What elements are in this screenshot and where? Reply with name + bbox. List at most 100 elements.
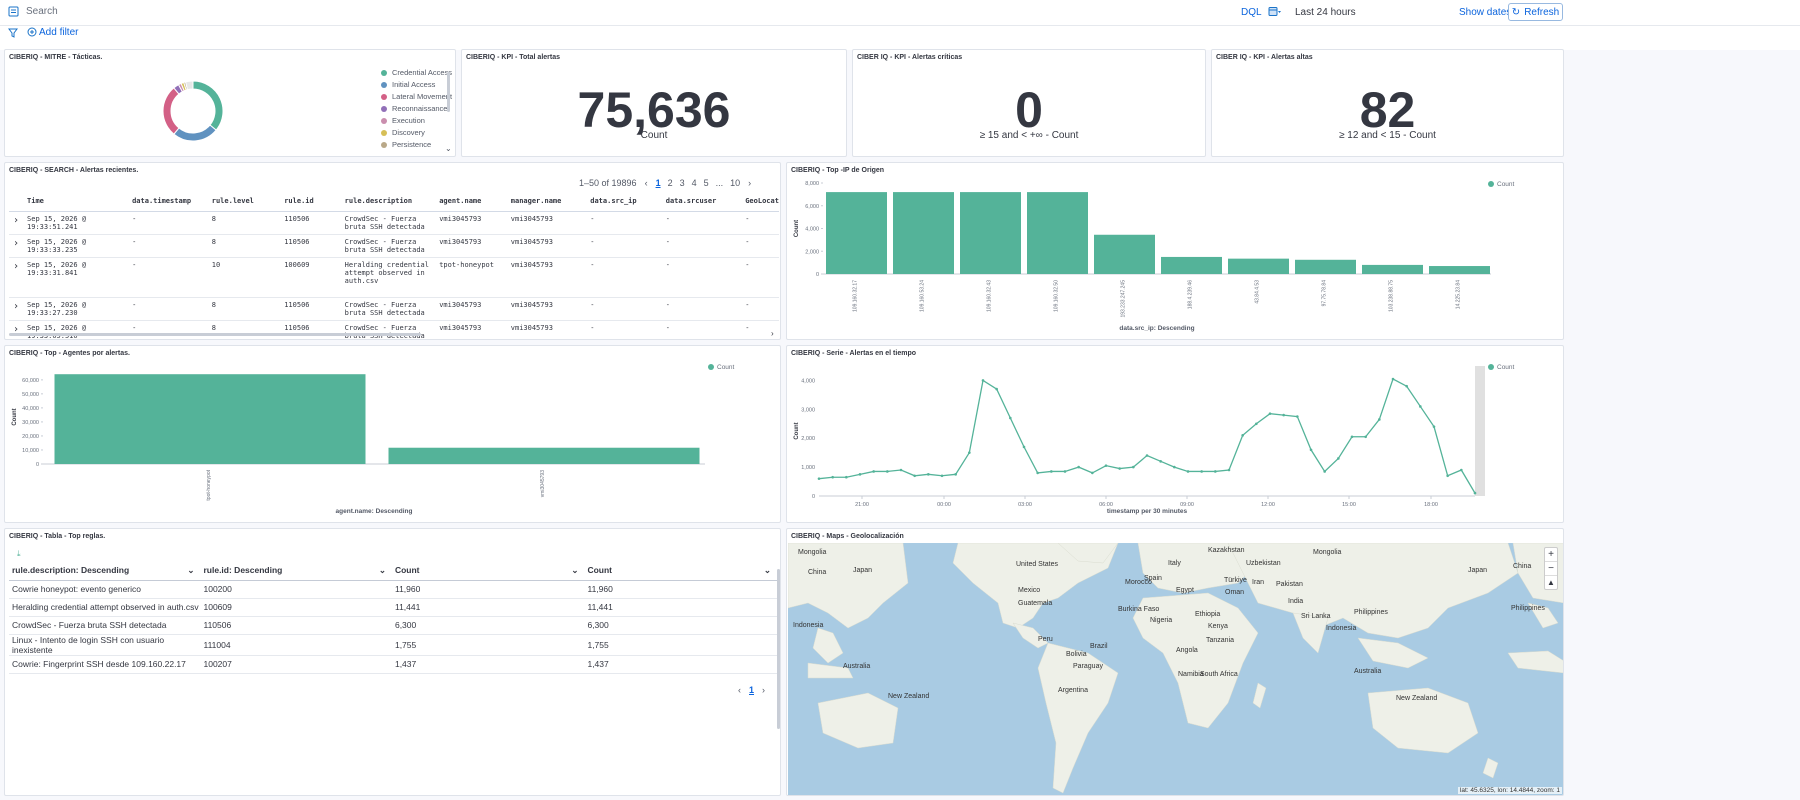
- expand-row-icon[interactable]: ›: [9, 211, 24, 235]
- column-header[interactable]: data.srcuser: [661, 191, 742, 212]
- download-icon[interactable]: ⤓: [17, 549, 21, 558]
- legend-item[interactable]: Discovery: [381, 128, 425, 137]
- table-row[interactable]: › Sep 15, 2026 @ 19:33:27.230-8 110506 Crow…: [9, 297, 779, 321]
- expand-row-icon[interactable]: ›: [9, 257, 24, 298]
- table-row[interactable]: ›Sep 15, 2026 @ 19:33:05.510-8110506Crow…: [9, 320, 779, 339]
- refresh-button[interactable]: ↻ Refresh: [1508, 3, 1563, 21]
- column-header[interactable]: Time: [23, 191, 129, 212]
- saved-query-icon[interactable]: [8, 6, 19, 20]
- vertical-scrollbar[interactable]: [777, 569, 780, 729]
- time-range-label[interactable]: Last 24 hours: [1295, 7, 1356, 18]
- map-country-label: Angola: [1176, 647, 1198, 654]
- column-header[interactable]: manager.name: [506, 191, 587, 212]
- column-header[interactable]: rule.id: Descending ⌄: [200, 562, 392, 581]
- query-language-button[interactable]: DQL: [1241, 7, 1262, 18]
- column-header[interactable]: Count ⌄: [584, 562, 777, 581]
- table-row[interactable]: › Sep 15, 2026 @ 19:33:33.235-8 110506 Crow…: [9, 234, 779, 258]
- table-cell: CrowdSec - Fuerza bruta SSH detectada: [340, 320, 436, 339]
- table-cell: vmi3045793: [435, 320, 507, 339]
- chevron-right-icon[interactable]: ›: [748, 178, 752, 188]
- legend-item[interactable]: Lateral Movement: [381, 92, 452, 101]
- series-line: [818, 378, 1476, 494]
- legend-item[interactable]: Reconnaissance: [381, 104, 447, 113]
- sort-chevron-icon[interactable]: ⌄: [763, 565, 771, 576]
- page-link[interactable]: 4: [691, 178, 697, 188]
- metric-value: 75,636: [577, 82, 731, 138]
- table-cell: 8: [207, 320, 281, 339]
- chevron-down-icon[interactable]: ⌄: [445, 144, 452, 153]
- page-link[interactable]: ...: [715, 178, 724, 188]
- table-cell: 11,441: [584, 598, 777, 617]
- x-tick-label: 00:00: [937, 502, 951, 508]
- sort-chevron-icon[interactable]: ⌄: [378, 565, 386, 576]
- add-icon[interactable]: [27, 27, 37, 40]
- bar: [54, 374, 366, 464]
- column-header[interactable]: data.timestamp: [128, 191, 208, 212]
- table-cell: CrowdSec - Fuerza bruta SSH detectada: [340, 297, 436, 321]
- column-header[interactable]: rule.level: [207, 191, 281, 212]
- horizontal-scrollbar[interactable]: [9, 333, 421, 336]
- donut-slice: [173, 124, 217, 142]
- table-cell: -: [586, 234, 662, 258]
- compass-icon[interactable]: ▲: [1545, 575, 1557, 589]
- scroll-right-icon[interactable]: ›: [771, 329, 774, 338]
- map-country-label: Nigeria: [1150, 617, 1173, 624]
- map-country-label: Ethiopia: [1195, 611, 1221, 618]
- map-country-label: Brazil: [1090, 643, 1108, 650]
- page-link[interactable]: 1: [655, 178, 661, 188]
- legend-color-dot: [381, 117, 387, 124]
- chevron-left-icon[interactable]: ‹: [738, 685, 741, 695]
- table-row[interactable]: › Sep 15, 2026 @ 19:33:51.241-8 110506 Crow…: [9, 211, 779, 235]
- data-point: [1173, 465, 1176, 469]
- legend-item[interactable]: Persistence: [381, 140, 431, 149]
- data-point: [899, 468, 903, 472]
- page-link[interactable]: 5: [703, 178, 709, 188]
- bar: [960, 192, 1021, 274]
- data-point: [886, 470, 889, 473]
- x-tick-label: 109.160.32.50: [1054, 280, 1060, 312]
- zoom-in-button[interactable]: +: [1548, 549, 1554, 560]
- show-dates-link[interactable]: Show dates: [1459, 7, 1512, 18]
- map-country-label: Sri Lanka: [1301, 613, 1331, 620]
- expand-row-icon[interactable]: ›: [9, 234, 24, 258]
- pagination-range: 1–50 of 19896: [579, 178, 637, 188]
- page-link[interactable]: 1: [749, 685, 755, 695]
- refresh-label: Refresh: [1524, 6, 1560, 18]
- table-cell: -: [128, 234, 208, 258]
- legend-item[interactable]: Credential Access: [381, 68, 452, 77]
- legend-item[interactable]: Execution: [381, 116, 425, 125]
- column-header[interactable]: agent.name: [435, 191, 507, 212]
- table-row[interactable]: › Sep 15, 2026 @ 19:33:31.841-10 100609 Her…: [9, 257, 779, 298]
- data-point: [872, 470, 875, 473]
- chevron-right-icon[interactable]: ›: [762, 685, 766, 695]
- expand-row-icon[interactable]: ›: [9, 297, 24, 321]
- legend-scrollbar[interactable]: [447, 72, 450, 112]
- add-filter-link[interactable]: Add filter: [39, 27, 79, 38]
- legend-item[interactable]: Initial Access: [381, 80, 435, 89]
- column-header[interactable]: rule.description: Descending ⌄: [9, 562, 201, 581]
- world-map[interactable]: Mongolia Japan China Kazakhstan United State…: [788, 543, 1563, 795]
- column-header[interactable]: Count ⌄: [391, 562, 585, 581]
- data-point: [954, 473, 957, 476]
- column-header[interactable]: rule.id: [280, 191, 341, 212]
- column-header[interactable]: GeoLocat: [741, 191, 779, 212]
- x-tick-label: 193.233.247.245: [1121, 280, 1127, 318]
- zoom-out-button[interactable]: −: [1545, 561, 1557, 575]
- column-header[interactable]: data.src_ip: [586, 191, 662, 212]
- column-header[interactable]: rule.description: [340, 191, 436, 212]
- data-point: [1145, 454, 1149, 457]
- calendar-icon[interactable]: [1268, 6, 1282, 20]
- sort-chevron-icon[interactable]: ⌄: [571, 565, 579, 576]
- search-input[interactable]: Search: [26, 6, 58, 17]
- chevron-left-icon[interactable]: ‹: [644, 178, 648, 188]
- table-cell: 1,755: [391, 634, 585, 656]
- table-cell: vmi3045793: [435, 211, 507, 235]
- page-link[interactable]: 3: [679, 178, 685, 188]
- legend-label: Lateral Movement: [392, 92, 453, 101]
- page-link[interactable]: 2: [667, 178, 673, 188]
- filter-icon[interactable]: [8, 28, 18, 41]
- sort-chevron-icon[interactable]: ⌄: [187, 565, 195, 576]
- page-link[interactable]: 10: [730, 178, 741, 188]
- expand-row-icon[interactable]: ›: [9, 320, 24, 339]
- data-point: [1405, 384, 1408, 388]
